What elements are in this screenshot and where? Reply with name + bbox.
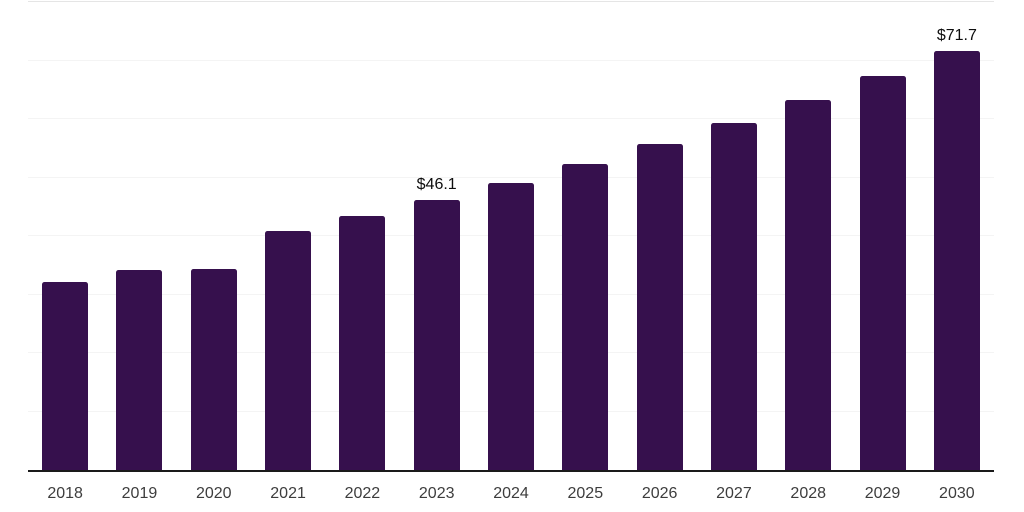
- x-tick-2022: 2022: [344, 485, 381, 502]
- gridline-50: [28, 176, 994, 178]
- bar-2022: [339, 216, 386, 470]
- x-tick-2018: 2018: [47, 485, 83, 502]
- bar-2021: [265, 230, 312, 470]
- value-label-2030: $71.7: [936, 26, 977, 44]
- x-tick-2028: 2028: [790, 485, 827, 502]
- x-tick-2024: 2024: [493, 485, 529, 502]
- gridline-70: [28, 59, 994, 61]
- x-tick-2030: 2030: [939, 485, 975, 502]
- bar-2018: [42, 281, 89, 470]
- x-tick-2029: 2029: [864, 485, 901, 502]
- x-tick-2023: 2023: [418, 485, 455, 502]
- gridline-80: [28, 1, 994, 2]
- gridline-60: [28, 118, 994, 119]
- bar-2027: [710, 123, 757, 470]
- x-tick-2020: 2020: [195, 485, 232, 502]
- x-tick-2019: 2019: [121, 485, 158, 502]
- bar-2020: [190, 268, 237, 470]
- x-tick-2025: 2025: [567, 485, 604, 502]
- x-tick-2026: 2026: [641, 485, 678, 502]
- bar-2030: [933, 50, 980, 470]
- x-tick-2021: 2021: [270, 485, 306, 502]
- value-label-2023: $46.1: [416, 176, 457, 194]
- bar-2026: [636, 144, 683, 470]
- bar-2029: [859, 76, 906, 470]
- bar-2025: [562, 164, 609, 470]
- bar-2023: [413, 200, 460, 470]
- bar-2028: [785, 100, 832, 470]
- x-axis-line: [28, 470, 994, 472]
- bar-2024: [488, 182, 534, 470]
- bar-2019: [116, 269, 163, 470]
- x-tick-2027: 2027: [716, 485, 752, 502]
